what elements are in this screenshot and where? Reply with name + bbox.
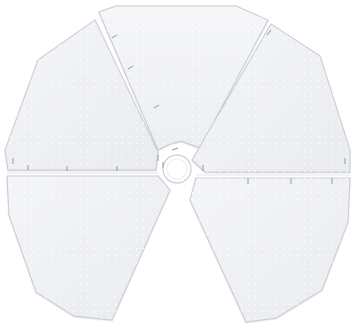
panel-lower-right — [189, 177, 351, 323]
center-hub — [162, 154, 192, 184]
seam-markers — [12, 29, 346, 184]
panel-upper-right — [191, 23, 351, 173]
panel-lower-left — [6, 175, 171, 321]
panel-upper-left — [4, 19, 159, 171]
seam-lines — [7, 172, 350, 176]
